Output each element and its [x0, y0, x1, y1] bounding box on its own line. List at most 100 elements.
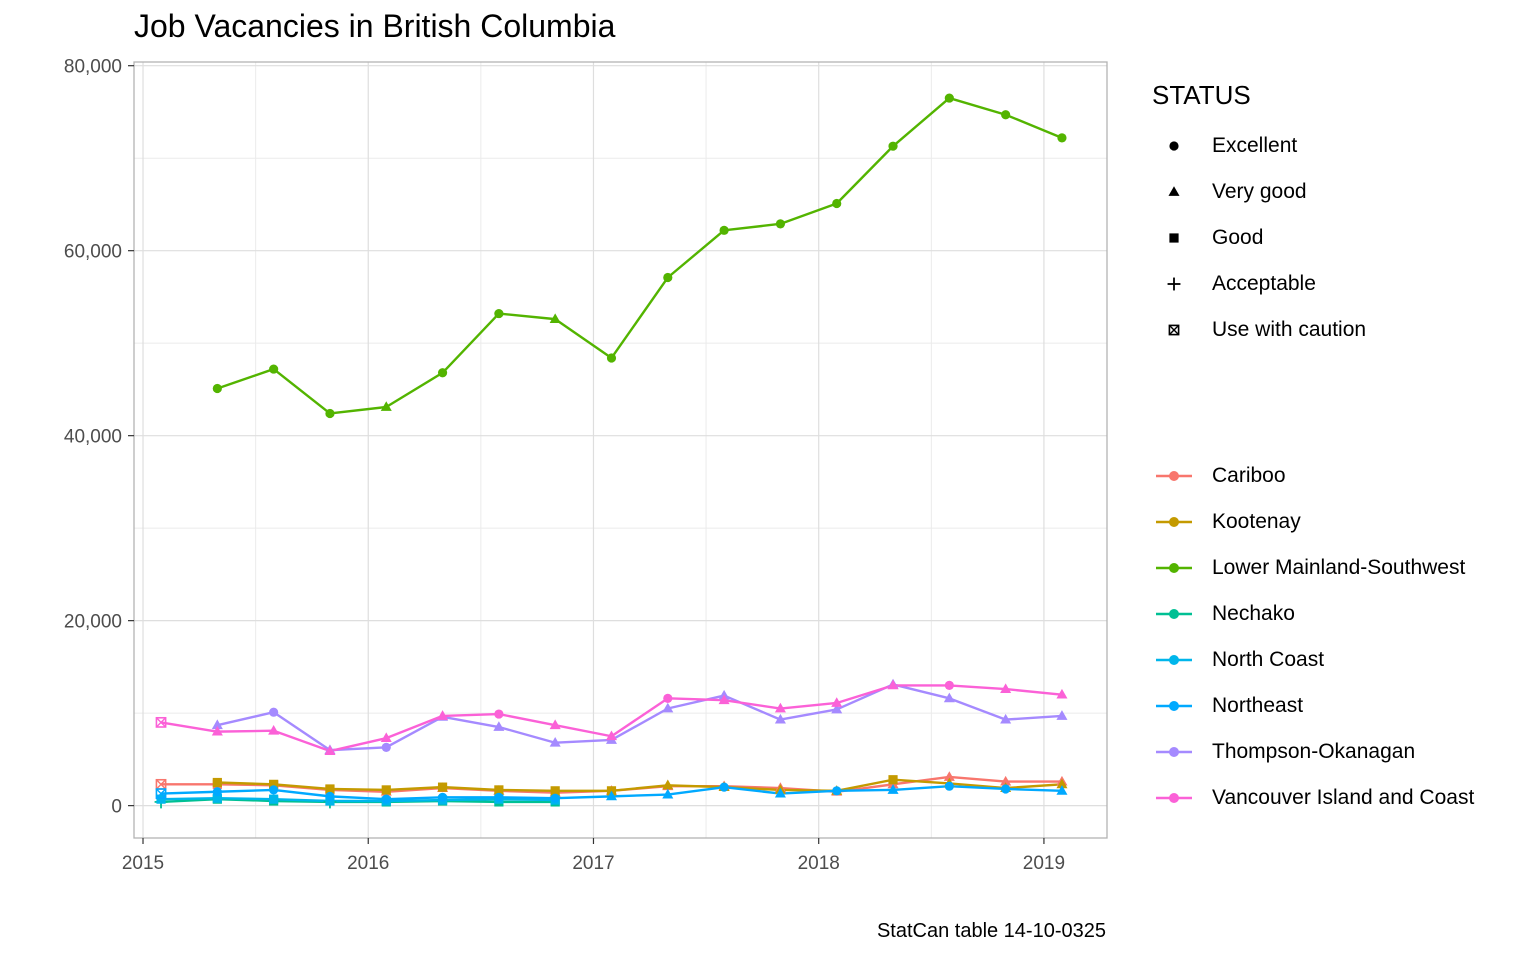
series-markers: [154, 93, 1068, 809]
data-point-north-coast: [156, 794, 166, 804]
major-gridlines: [134, 62, 1107, 838]
region-legend-label: North Coast: [1212, 648, 1325, 671]
data-point-north-coast: [212, 793, 222, 803]
plot-panel-border: [133, 61, 1108, 839]
data-point-thompson-okanagan: [211, 719, 223, 730]
data-point-northeast: [887, 784, 899, 794]
x-tick-label: 2016: [347, 853, 389, 874]
y-tick-label: 40,000: [64, 427, 122, 448]
status-shape-plus: [1167, 277, 1181, 291]
status-legend-title: STATUS: [1152, 80, 1251, 110]
region-legend-item: Cariboo: [1152, 461, 1286, 491]
data-point-northeast: [155, 788, 167, 800]
data-point-northeast: [1001, 784, 1011, 794]
x-tick-label: 2018: [798, 853, 840, 874]
data-point-northeast: [437, 792, 448, 802]
y-tick-label: 0: [111, 797, 122, 818]
region-legend-item: Kootenay: [1152, 507, 1301, 537]
status-legend-item: Excellent: [1152, 131, 1297, 161]
region-legend-label: Thompson-Okanagan: [1212, 740, 1416, 763]
data-point-lower-mainland-southwest: [269, 364, 279, 374]
data-point-lower-mainland-southwest: [212, 383, 222, 394]
series-line-kootenay: [217, 778, 1063, 793]
data-point-vancouver-island-and-coast: [774, 702, 786, 713]
data-point-thompson-okanagan: [943, 692, 955, 703]
minor-gridlines: [134, 62, 1107, 838]
data-point-northeast: [774, 787, 786, 798]
region-legend-key: [1156, 517, 1192, 527]
data-point-northeast: [494, 792, 504, 802]
x-tick-label: 2015: [122, 853, 164, 874]
y-tick-label: 80,000: [64, 57, 122, 78]
region-legend-item: Vancouver Island and Coast: [1152, 783, 1474, 813]
region-legend-key: [1156, 747, 1192, 757]
data-point-thompson-okanagan: [1000, 713, 1012, 724]
data-point-lower-mainland-southwest: [437, 368, 448, 378]
status-legend-label: Acceptable: [1212, 272, 1316, 295]
status-legend-item: Acceptable: [1152, 269, 1316, 299]
data-point-kootenay: [888, 775, 898, 785]
region-legend-item: Nechako: [1152, 599, 1295, 629]
data-point-vancouver-island-and-coast: [718, 694, 730, 705]
region-legend-label: Vancouver Island and Coast: [1212, 786, 1475, 809]
y-tick-label: 20,000: [64, 612, 122, 633]
status-shape-boxx: [1168, 324, 1180, 336]
data-point-kootenay: [381, 785, 391, 795]
legend-dot: [1169, 563, 1179, 573]
legend-dot: [1169, 793, 1179, 803]
data-point-lower-mainland-southwest: [494, 308, 504, 319]
status-shape-square: [1169, 233, 1179, 243]
data-point-vancouver-island-and-coast: [324, 745, 336, 755]
region-legend-key: [1156, 701, 1192, 711]
data-point-vancouver-island-and-coast: [155, 716, 167, 728]
region-legend-item: Thompson-Okanagan: [1152, 737, 1415, 767]
status-legend-key: [1169, 141, 1179, 151]
legend-dot: [1169, 471, 1179, 481]
data-point-lower-mainland-southwest: [1001, 110, 1011, 120]
data-point-thompson-okanagan: [831, 703, 843, 714]
status-legend-key: [1167, 277, 1181, 291]
region-legend-key: [1156, 471, 1192, 481]
data-point-northeast: [662, 788, 674, 799]
data-point-lower-mainland-southwest: [888, 141, 898, 151]
series-line-thompson-okanagan: [217, 683, 1063, 752]
data-point-thompson-okanagan: [269, 707, 279, 717]
data-point-vancouver-island-and-coast: [549, 719, 561, 730]
data-point-vancouver-island-and-coast: [1000, 683, 1012, 693]
region-legend-label: Northeast: [1212, 694, 1304, 717]
status-legend-key: [1168, 186, 1180, 196]
legend-dot: [1169, 701, 1179, 711]
region-legend-label: Lower Mainland-Southwest: [1212, 556, 1466, 579]
status-shape-triangle: [1168, 186, 1180, 196]
region-legend-key: [1156, 793, 1192, 803]
data-point-lower-mainland-southwest: [719, 225, 729, 235]
region-legend-label: Nechako: [1212, 602, 1295, 625]
data-point-vancouver-island-and-coast: [605, 730, 618, 741]
data-point-northeast: [212, 787, 222, 797]
status-legend-key: [1169, 233, 1179, 243]
data-point-northeast: [944, 781, 954, 791]
data-point-cariboo: [943, 771, 955, 781]
region-legend-key: [1156, 563, 1192, 573]
data-point-kootenay: [550, 786, 560, 796]
status-legend-key: [1168, 324, 1180, 336]
data-point-kootenay: [494, 785, 504, 795]
series-line-lower-mainland-southwest: [216, 96, 1063, 415]
data-point-lower-mainland-southwest: [549, 313, 561, 324]
data-point-lower-mainland-southwest: [663, 272, 673, 283]
region-legend-key: [1156, 609, 1192, 619]
status-legend-item: Use with caution: [1152, 315, 1366, 345]
data-point-northeast: [269, 785, 279, 795]
x-tick-label: 2017: [572, 853, 614, 874]
data-point-thompson-okanagan: [1056, 710, 1068, 720]
axes: 0 20,000 40,000 60,000 80,000 2015 2016 2017 201…: [64, 57, 1065, 874]
data-point-vancouver-island-and-coast: [268, 724, 280, 735]
data-point-northeast: [832, 786, 842, 796]
data-point-northeast: [325, 791, 335, 801]
data-point-kootenay: [662, 779, 674, 790]
data-point-lower-mainland-southwest: [380, 401, 392, 411]
data-point-vancouver-island-and-coast: [494, 709, 504, 719]
data-point-vancouver-island-and-coast: [831, 697, 843, 707]
data-point-vancouver-island-and-coast: [437, 710, 449, 720]
